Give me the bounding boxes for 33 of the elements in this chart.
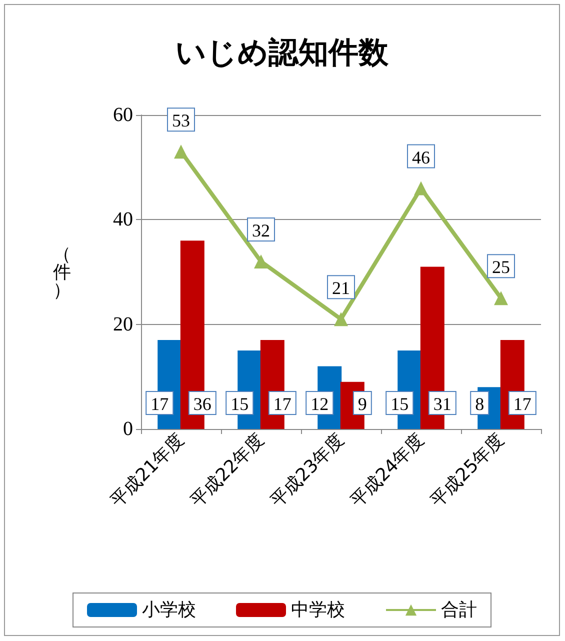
data-label: 9 xyxy=(358,394,367,414)
chart-title: いじめ認知件数 xyxy=(176,36,390,70)
x-tick-label: 平成22年度 xyxy=(186,430,268,512)
y-tick-label: 20 xyxy=(113,313,133,336)
x-tick-label: 平成24年度 xyxy=(346,430,428,512)
data-label: 12 xyxy=(310,394,329,414)
point xyxy=(174,144,188,159)
point xyxy=(414,181,428,196)
data-label: 31 xyxy=(433,394,452,414)
data-label: 15 xyxy=(230,394,249,414)
x-tick-label: 平成23年度 xyxy=(266,430,348,512)
legend-label: 中学校 xyxy=(291,600,345,620)
y-axis-title: （件） xyxy=(53,244,71,300)
data-label: 17 xyxy=(273,394,292,414)
data-label: 53 xyxy=(172,110,190,131)
data-label: 15 xyxy=(390,394,409,414)
point xyxy=(494,291,508,306)
point xyxy=(254,254,268,269)
data-label: 17 xyxy=(513,394,532,414)
y-tick-label: 0 xyxy=(123,418,133,440)
y-tick-label: 40 xyxy=(113,208,133,231)
data-label: 46 xyxy=(412,147,430,168)
data-label: 25 xyxy=(492,257,510,278)
data-label: 17 xyxy=(150,394,169,414)
legend-label: 合計 xyxy=(441,600,477,620)
data-label: 8 xyxy=(475,394,484,414)
y-tick-label: 60 xyxy=(113,104,133,126)
data-label: 36 xyxy=(193,394,212,414)
data-label: 32 xyxy=(252,220,270,241)
data-label: 21 xyxy=(332,278,350,298)
point xyxy=(334,312,348,326)
x-tick-label: 平成25年度 xyxy=(426,430,508,512)
legend-label: 小学校 xyxy=(142,600,196,620)
